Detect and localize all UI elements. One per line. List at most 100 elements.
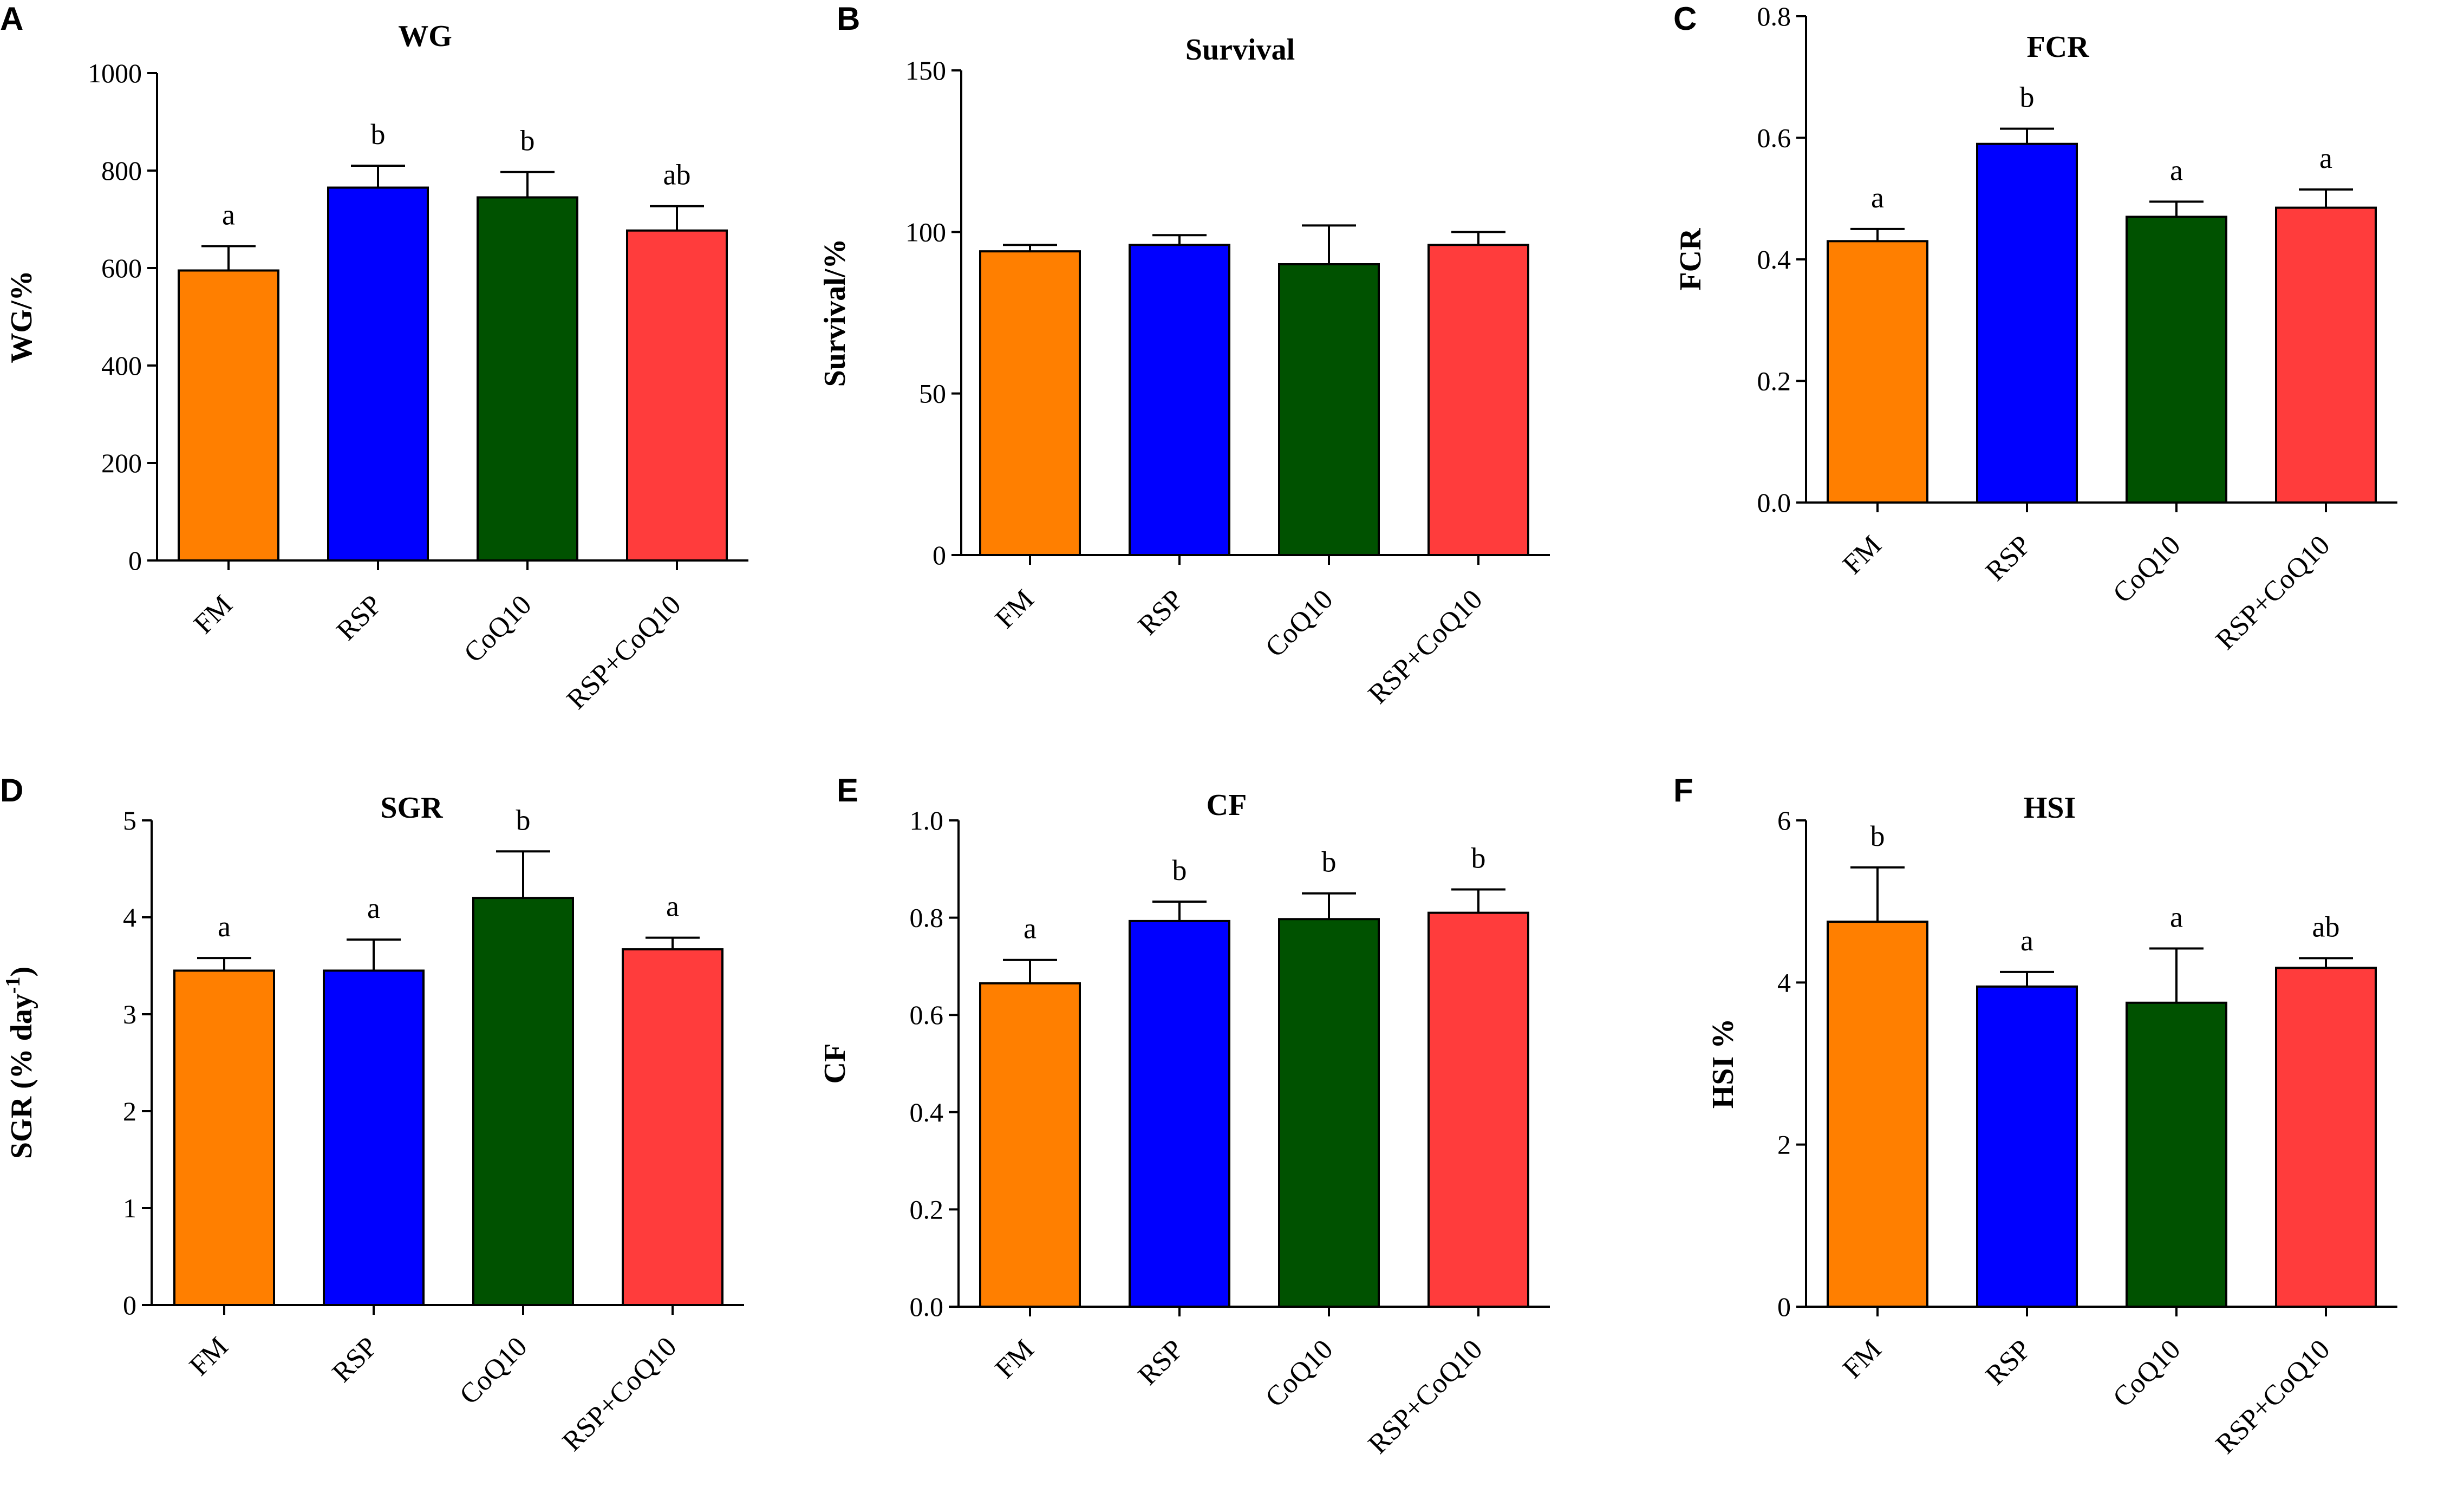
x-category-label: FM <box>1837 1334 1887 1384</box>
y-tick-label: 0.0 <box>1757 487 1791 518</box>
y-axis-label: HSI % <box>1706 1019 1740 1109</box>
bar-coq10 <box>2126 216 2227 504</box>
bar-rsp <box>1129 919 1230 1308</box>
significance-label: a <box>2170 154 2183 186</box>
y-tick-label: 2 <box>1777 1130 1791 1160</box>
x-category-label: RSP <box>1980 530 2037 587</box>
panel-a: A WG WG/% 0 200 400 600 800 1000 a FM b RSP b CoQ10 ab R… <box>0 1 748 715</box>
y-tick-label: 100 <box>905 217 946 247</box>
y-axis-label: Survival/% <box>818 239 852 387</box>
panel-f: F HSI HSI % 0 2 4 6 b FM a RSP a CoQ10 ab RSP+CoQ10 <box>1673 772 2397 1460</box>
x-category-label: FM <box>1837 530 1887 580</box>
x-category-label: RSP+CoQ10 <box>2210 1334 2336 1460</box>
chart-title: HSI <box>2024 791 2076 825</box>
x-category-label: FM <box>989 1334 1040 1384</box>
x-category-label: RSP <box>1132 1334 1190 1391</box>
y-tick-label: 150 <box>905 55 946 86</box>
significance-label: b <box>1172 854 1187 886</box>
significance-label: b <box>1870 820 1885 852</box>
bar-rsp-coq10 <box>626 229 728 562</box>
chart-title: CF <box>1207 788 1247 822</box>
y-tick-label: 50 <box>919 379 946 409</box>
y-tick-label: 200 <box>101 448 142 478</box>
y-tick-label: 4 <box>123 902 136 932</box>
bar-rsp <box>323 969 425 1306</box>
bar-fm <box>173 969 275 1306</box>
panel-letter: C <box>1673 1 1697 37</box>
x-category-label: RSP+CoQ10 <box>1363 584 1489 710</box>
x-category-label: CoQ10 <box>2107 530 2187 609</box>
panel-d: D SGR SGR (% day-1) 0 1 2 3 4 5 a FM a RSP b CoQ10 a RSP… <box>0 772 744 1457</box>
x-category-label: RSP <box>1980 1334 2037 1391</box>
panel-e: E CF CF 0.0 0.2 0.4 0.6 0.8 1.0 a FM b RSP b CoQ10 b RSP… <box>818 772 1550 1460</box>
x-category-label: RSP <box>331 589 388 647</box>
bar-rsp-coq10 <box>622 948 723 1306</box>
y-tick-label: 0 <box>123 1290 136 1320</box>
significance-label: b <box>520 125 535 157</box>
bar-coq10 <box>472 897 574 1306</box>
x-category-label: RSP+CoQ10 <box>557 1331 683 1457</box>
bar-coq10 <box>477 196 578 562</box>
bar-rsp-coq10 <box>2275 206 2377 504</box>
bar-rsp-coq10 <box>1427 911 1529 1308</box>
x-category-label: CoQ10 <box>454 1331 533 1411</box>
bar-rsp <box>1976 142 2078 504</box>
y-tick-label: 0.0 <box>910 1292 944 1322</box>
y-tick-label: 4 <box>1777 967 1791 997</box>
significance-label: b <box>2020 81 2035 114</box>
panel-letter: E <box>837 772 858 808</box>
y-tick-label: 800 <box>101 155 142 186</box>
x-category-label: RSP <box>1132 584 1190 641</box>
x-category-label: CoQ10 <box>1260 1334 1339 1413</box>
bar-rsp <box>1976 985 2078 1308</box>
y-tick-label: 0.8 <box>1757 1 1791 31</box>
y-axis-label: SGR (% day-1) <box>2 967 38 1159</box>
significance-label: a <box>367 892 380 924</box>
chart-title: SGR <box>380 791 443 825</box>
x-category-label: FM <box>989 584 1040 634</box>
x-category-label: RSP <box>327 1331 384 1388</box>
bar-rsp-coq10 <box>2275 967 2377 1308</box>
y-axis-label: FCR <box>1674 228 1707 291</box>
y-tick-label: 1000 <box>88 58 142 88</box>
significance-label: a <box>666 890 679 923</box>
y-tick-label: 0.6 <box>910 1000 944 1030</box>
x-category-label: RSP+CoQ10 <box>561 589 687 715</box>
chart-title: Survival <box>1185 33 1295 67</box>
y-tick-label: 1.0 <box>910 805 944 836</box>
y-tick-label: 400 <box>101 350 142 381</box>
chart-title: WG <box>398 19 452 53</box>
y-tick-label: 0.4 <box>1757 244 1791 275</box>
significance-label: b <box>371 118 386 151</box>
significance-label: a <box>222 199 235 231</box>
y-tick-label: 0 <box>1777 1292 1791 1322</box>
significance-label: ab <box>663 159 691 191</box>
x-category-label: FM <box>184 1331 234 1381</box>
y-tick-label: 2 <box>123 1096 136 1126</box>
x-category-label: RSP+CoQ10 <box>1363 1334 1489 1460</box>
significance-label: a <box>1871 181 1884 214</box>
bar-coq10 <box>2126 1001 2227 1308</box>
significance-label: b <box>1322 846 1337 878</box>
significance-label: a <box>2319 142 2332 174</box>
significance-label: b <box>1471 842 1486 875</box>
bar-fm <box>1827 921 1928 1308</box>
x-category-label: FM <box>188 589 238 640</box>
y-tick-label: 1 <box>123 1193 136 1223</box>
panel-letter: F <box>1673 772 1693 808</box>
bar-fm <box>979 250 1081 556</box>
significance-label: a <box>2170 901 2183 933</box>
panel-b: B Survival Survival/% 0 50 100 150 FM RSP CoQ10 RS… <box>818 1 1550 710</box>
bar-coq10 <box>1278 918 1380 1308</box>
y-tick-label: 5 <box>123 805 136 836</box>
y-tick-label: 600 <box>101 253 142 283</box>
y-tick-label: 0.2 <box>1757 366 1791 396</box>
y-tick-label: 0.4 <box>910 1097 944 1127</box>
bar-fm <box>178 269 279 562</box>
significance-label: a <box>218 910 231 943</box>
x-category-label: CoQ10 <box>458 589 538 669</box>
y-axis-label: WG/% <box>5 270 38 363</box>
y-tick-label: 0.2 <box>910 1194 944 1224</box>
y-tick-label: 3 <box>123 999 136 1029</box>
y-tick-label: 6 <box>1777 805 1791 836</box>
